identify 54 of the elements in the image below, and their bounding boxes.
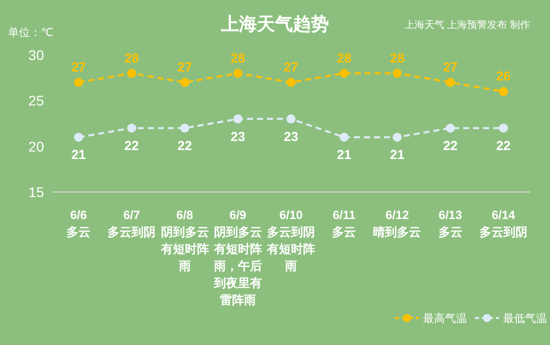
y-tick-label: 20	[28, 138, 44, 154]
x-tick-label: 6/13 多云	[438, 208, 462, 239]
data-label: 27	[178, 59, 192, 74]
point	[74, 132, 84, 142]
point	[180, 78, 190, 87]
point	[127, 124, 136, 133]
data-label: 21	[71, 147, 86, 162]
point	[446, 78, 455, 87]
y-tick-label: 30	[28, 47, 44, 63]
point	[74, 78, 84, 87]
point	[286, 114, 296, 124]
data-label: 23	[230, 128, 246, 144]
y-tick-label: 25	[28, 92, 44, 109]
x-tick-label: 6/8 阴到多云有短时阵雨	[160, 208, 209, 273]
data-label: 23	[284, 128, 298, 144]
data-label: 28	[336, 50, 352, 66]
data-label: 22	[124, 138, 139, 154]
point	[286, 78, 296, 87]
x-tick-label: 6/10 多云到阴有短时阵雨	[266, 208, 315, 273]
legend-label: 最高气温	[423, 312, 467, 325]
y-tick-label: 15	[28, 184, 44, 200]
data-label: 28	[230, 50, 246, 66]
data-label: 22	[496, 138, 511, 154]
data-label: 26	[496, 68, 511, 84]
x-tick-label: 6/12 晴到多云	[373, 208, 422, 239]
x-tick-label: 6/11 多云	[332, 208, 356, 239]
data-label: 28	[390, 50, 404, 66]
legend-label: 最低气温	[503, 313, 547, 325]
data-label: 27	[443, 59, 458, 74]
x-tick-label: 6/9 阴到多云有短时阵雨，午后到夜里有雷阵雨	[212, 208, 262, 307]
chart-title: 上海天气趋势	[220, 14, 329, 34]
y-axis-title: 单位：℃	[8, 26, 54, 39]
text: 上海天气 上海预警发布 制作	[404, 19, 530, 31]
data-label: 28	[124, 50, 139, 66]
x-tick-label: 6/14 多云到阴	[479, 208, 528, 239]
point	[340, 68, 349, 78]
point	[498, 87, 508, 96]
point	[340, 132, 349, 142]
point	[392, 68, 402, 78]
point	[127, 68, 136, 78]
point	[233, 68, 242, 78]
data-label: 22	[443, 138, 458, 154]
data-label: 21	[390, 147, 404, 162]
data-label: 21	[336, 147, 352, 162]
point	[392, 132, 402, 142]
point	[446, 124, 455, 133]
point	[498, 124, 508, 133]
x-tick-label: 6/7 多云到阴	[108, 208, 156, 239]
data-label: 27	[284, 59, 298, 74]
point	[180, 124, 190, 133]
x-tick-label: 6/6 多云	[66, 208, 91, 239]
data-label: 22	[178, 138, 192, 154]
point	[233, 114, 242, 124]
data-label: 27	[71, 59, 86, 74]
